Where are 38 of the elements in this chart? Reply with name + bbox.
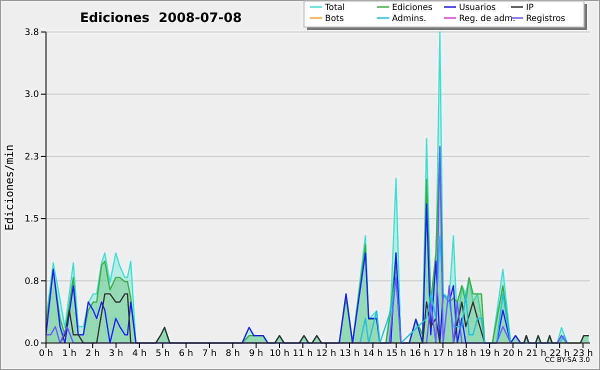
legend-label: Admins. — [392, 14, 426, 24]
x-tick-label: 9 h — [248, 349, 264, 359]
legend-label: Ediciones — [392, 3, 433, 13]
x-tick-label: 18 h — [456, 349, 476, 359]
legend-label: IP — [526, 3, 534, 13]
legend-label: Registros — [526, 14, 566, 24]
x-tick-label: 21 h — [526, 349, 546, 359]
x-tick-label: 17 h — [432, 349, 453, 359]
x-tick-label: 16 h — [410, 349, 430, 359]
x-tick-label: 7 h — [202, 349, 217, 359]
x-tick-label: 0 h — [38, 349, 54, 359]
chart-title: Ediciones 2008-07-08 — [80, 11, 242, 26]
x-tick-label: 1 h — [62, 349, 76, 359]
legend-label: Bots — [325, 14, 344, 24]
y-tick-label: 2.3 — [24, 152, 39, 162]
y-tick-label: 0.8 — [24, 276, 40, 287]
x-tick-label: 10 h — [269, 349, 290, 359]
x-tick-label: 12 h — [316, 349, 336, 359]
x-tick-label: 15 h — [386, 349, 406, 359]
legend-label: Usuarios — [459, 3, 496, 13]
x-tick-label: 5 h — [156, 349, 170, 359]
y-tick-label: 1.5 — [24, 214, 39, 225]
y-tick-label: 0.0 — [24, 339, 40, 349]
x-tick-label: 4 h — [132, 349, 147, 359]
y-tick-label: 3.8 — [24, 28, 40, 38]
x-tick-label: 19 h — [480, 349, 500, 359]
x-tick-label: 2 h — [86, 349, 100, 359]
legend-label: Reg. de adm. — [459, 14, 516, 24]
x-tick-label: 11 h — [292, 349, 313, 359]
legend-label: Total — [324, 3, 345, 13]
x-tick-label: 3 h — [108, 349, 124, 359]
x-tick-label: 14 h — [362, 349, 383, 359]
x-tick-label: 13 h — [340, 349, 360, 359]
y-axis-title: Ediciones/min — [3, 144, 16, 231]
x-tick-label: 8 h — [226, 349, 240, 359]
y-tick-label: 3.0 — [24, 90, 40, 100]
x-tick-label: 6 h — [178, 349, 194, 359]
x-tick-label: 20 h — [502, 349, 523, 359]
